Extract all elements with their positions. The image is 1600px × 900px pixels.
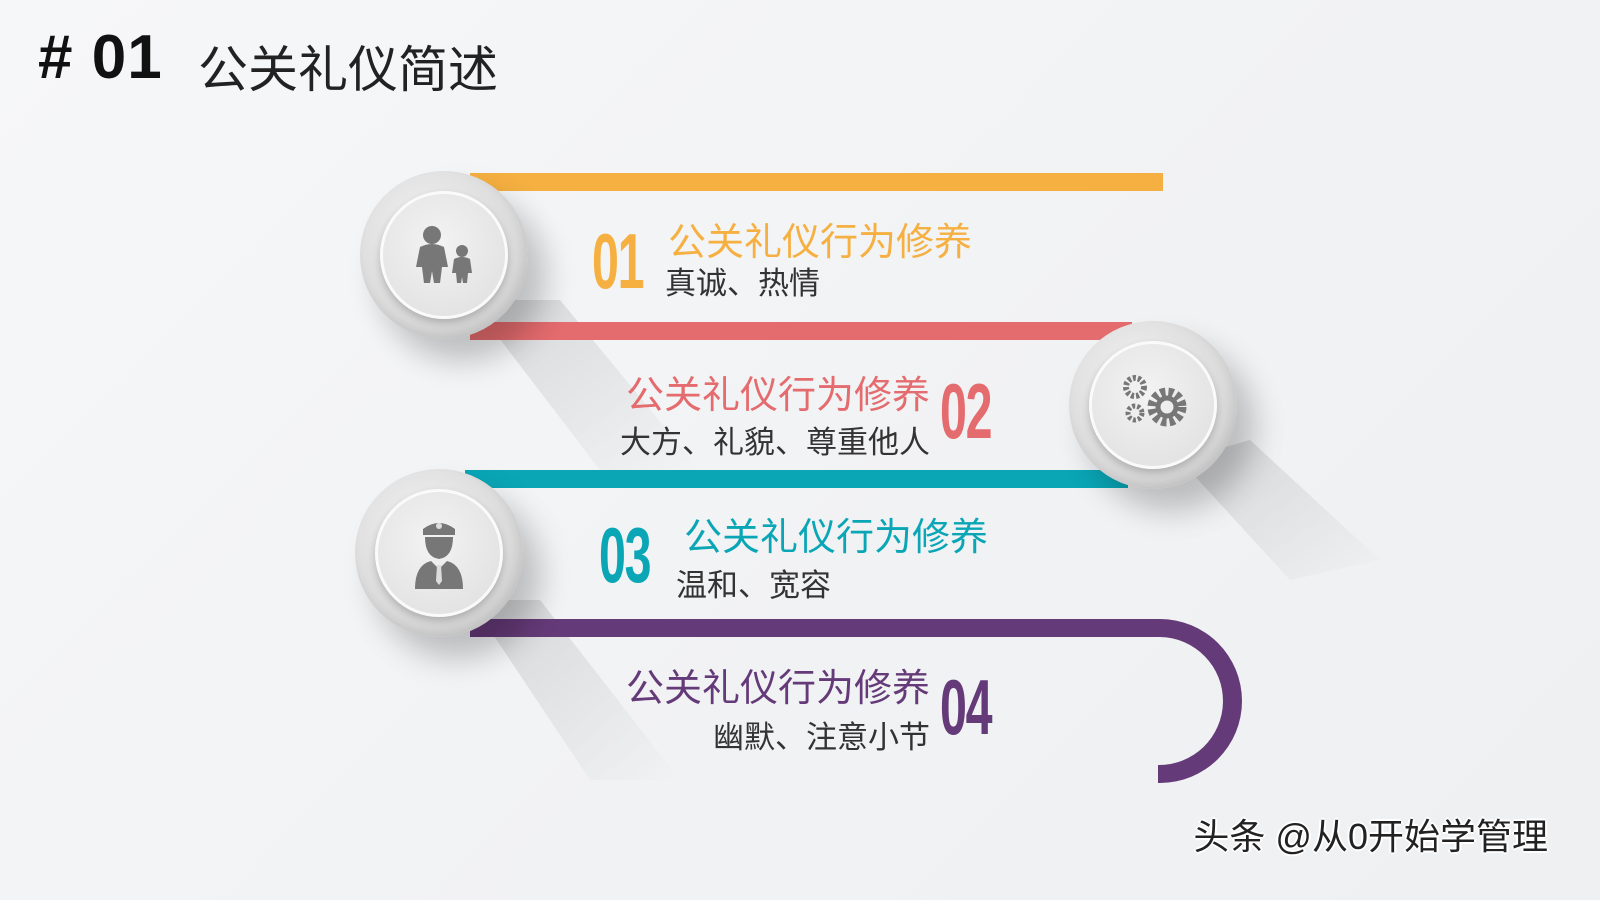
shadow-2 xyxy=(1180,440,1380,580)
gears-icon xyxy=(1123,375,1187,427)
item-4-number: 04 xyxy=(940,663,993,751)
item-4-title: 公关礼仪行为修养 xyxy=(625,668,930,710)
item-4-subtitle: 幽默、注意小节 xyxy=(713,720,930,755)
item-3-subtitle: 温和、宽容 xyxy=(676,568,831,603)
item-2-subtitle: 大方、礼貌、尊重他人 xyxy=(620,425,930,460)
orange-ribbon xyxy=(470,173,1163,191)
item-2-number: 02 xyxy=(940,367,993,455)
item-3-title: 公关礼仪行为修养 xyxy=(684,517,989,559)
pink-ribbon xyxy=(470,322,1132,340)
watermark: 头条 @从0开始学管理 xyxy=(1193,816,1548,857)
icon-circle-2 xyxy=(1069,321,1237,489)
item-1-number: 01 xyxy=(592,217,645,305)
item-3-number: 03 xyxy=(599,511,652,599)
parent-child-icon xyxy=(416,226,472,283)
purple-ribbon xyxy=(470,619,1242,783)
page-title: 公关礼仪简述 xyxy=(198,42,498,98)
icon-circle-3 xyxy=(355,469,523,637)
item-1-subtitle: 真诚、热情 xyxy=(665,266,820,301)
icon-circle-1 xyxy=(360,171,528,339)
shadow-1 xyxy=(470,300,700,470)
item-2-title: 公关礼仪行为修养 xyxy=(625,375,930,417)
item-1-title: 公关礼仪行为修养 xyxy=(668,222,973,264)
officer-icon xyxy=(415,523,463,589)
teal-ribbon xyxy=(465,470,1128,488)
shadow-3 xyxy=(470,600,680,780)
section-number: # 01 xyxy=(38,23,163,92)
